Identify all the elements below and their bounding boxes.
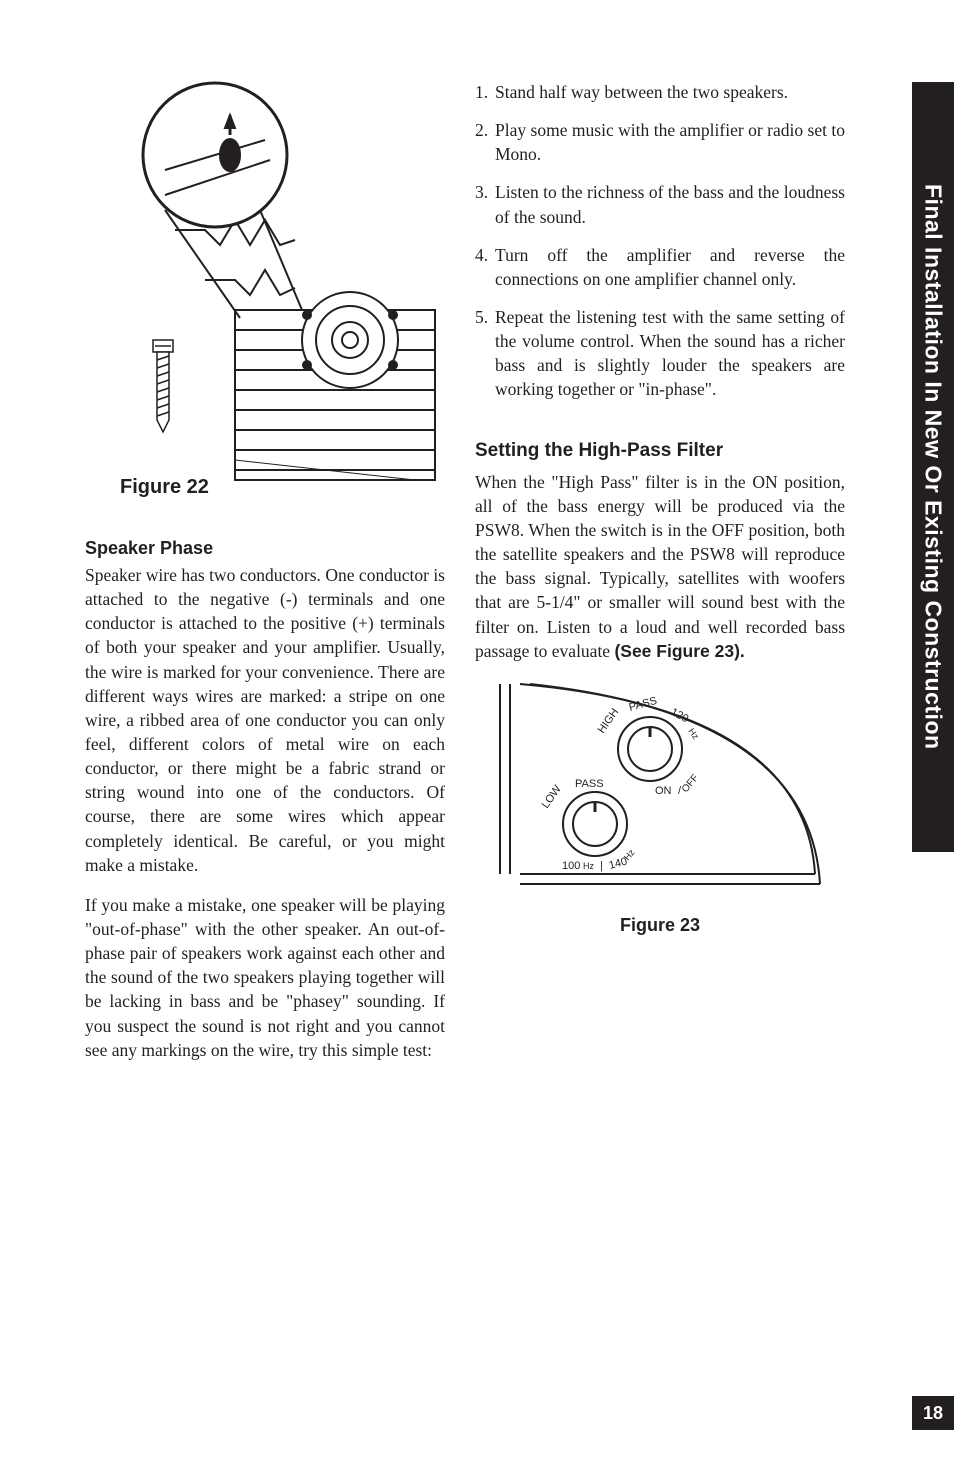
- step-num: 4.: [475, 243, 495, 291]
- step-2: 2. Play some music with the amplifier or…: [475, 118, 845, 166]
- figure-22-svg: Figure 22: [85, 80, 445, 500]
- svg-text:HIGH: HIGH: [596, 706, 622, 735]
- speaker-phase-p1: Speaker wire has two conductors. One con…: [85, 563, 445, 877]
- filter-heading: Setting the High-Pass Filter: [475, 438, 845, 464]
- figure-23-caption: Figure 23: [475, 913, 845, 938]
- page-number: 18: [912, 1396, 954, 1430]
- side-tab: Final Installation In New Or Existing Co…: [912, 82, 954, 852]
- step-num: 1.: [475, 80, 495, 104]
- svg-text:ON: ON: [655, 785, 672, 797]
- page-content: Figure 22 Speaker Phase Speaker wire has…: [85, 80, 845, 1078]
- right-column: 1. Stand half way between the two speake…: [475, 80, 845, 1078]
- filter-text-a: When the "High Pass" filter is in the ON…: [475, 472, 845, 661]
- step-1: 1. Stand half way between the two speake…: [475, 80, 845, 104]
- svg-text:Figure 22: Figure 22: [120, 476, 209, 498]
- left-column: Figure 22 Speaker Phase Speaker wire has…: [85, 80, 445, 1078]
- svg-text:Hz: Hz: [583, 861, 594, 871]
- speaker-phase-p2: If you make a mistake, one speaker will …: [85, 893, 445, 1062]
- step-text: Turn off the amplifier and reverse the c…: [495, 243, 845, 291]
- step-text: Play some music with the amplifier or ra…: [495, 118, 845, 166]
- svg-text:LOW: LOW: [540, 783, 565, 811]
- speaker-phase-heading: Speaker Phase: [85, 536, 445, 561]
- step-4: 4. Turn off the amplifier and reverse th…: [475, 243, 845, 291]
- step-num: 2.: [475, 118, 495, 166]
- step-text: Listen to the richness of the bass and t…: [495, 180, 845, 228]
- figure-23: HIGH PASS 120 Hz ON / OFF LOW PASS 100 H…: [475, 679, 845, 938]
- filter-text-b: (See Figure 23).: [614, 641, 744, 661]
- step-3: 3. Listen to the richness of the bass an…: [475, 180, 845, 228]
- step-5: 5. Repeat the listening test with the sa…: [475, 305, 845, 402]
- svg-text:PASS: PASS: [575, 778, 604, 790]
- svg-text:Hz: Hz: [686, 726, 701, 741]
- figure-22: Figure 22: [85, 80, 445, 506]
- figure-23-svg: HIGH PASS 120 Hz ON / OFF LOW PASS 100 H…: [475, 679, 835, 899]
- svg-text:PASS: PASS: [628, 695, 659, 714]
- step-text: Repeat the listening test with the same …: [495, 305, 845, 402]
- svg-text:OFF: OFF: [680, 772, 701, 794]
- svg-text:|: |: [600, 860, 603, 872]
- step-num: 5.: [475, 305, 495, 402]
- step-text: Stand half way between the two speakers.: [495, 80, 845, 104]
- step-num: 3.: [475, 180, 495, 228]
- svg-text:120: 120: [669, 706, 691, 725]
- svg-text:100: 100: [562, 860, 580, 872]
- filter-paragraph: When the "High Pass" filter is in the ON…: [475, 470, 845, 663]
